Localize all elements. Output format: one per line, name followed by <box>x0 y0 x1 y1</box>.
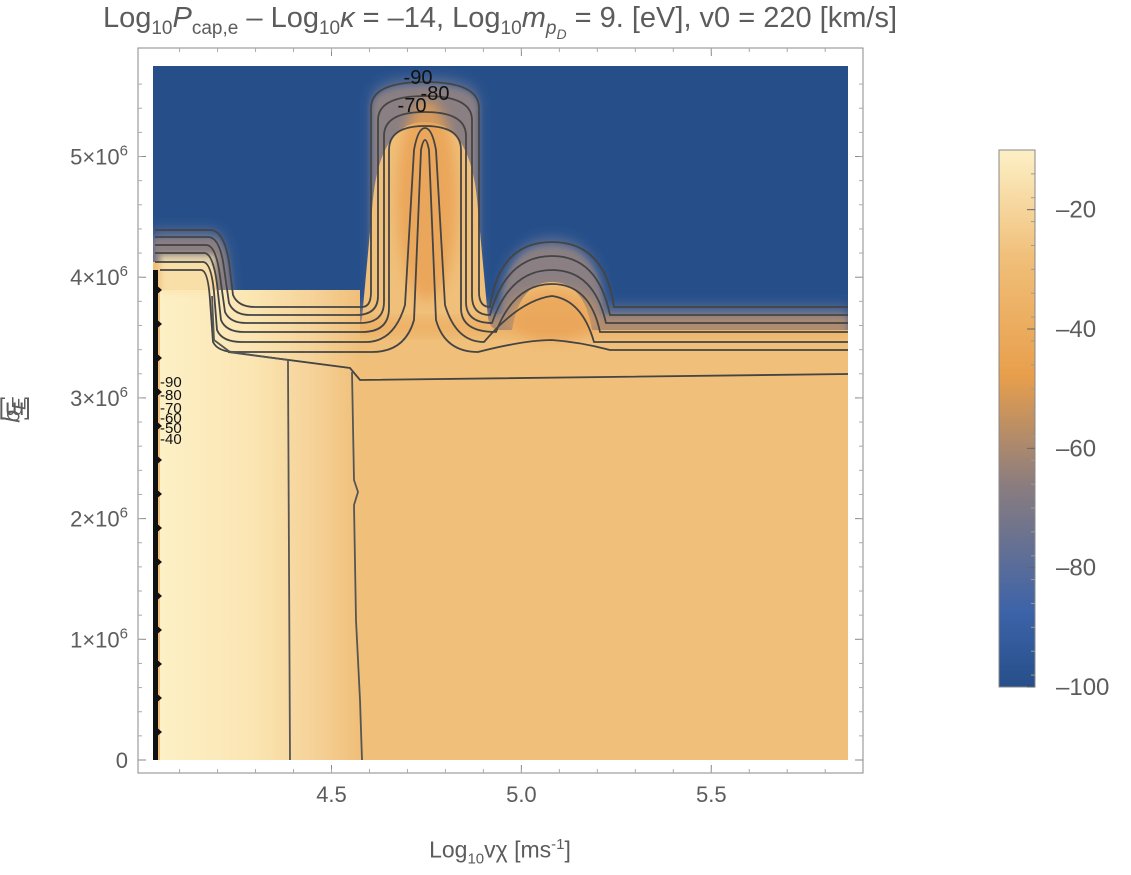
x-tick-label: 5.5 <box>696 782 727 807</box>
y-tick-label: 3×106 <box>70 384 128 411</box>
edge-diamond <box>155 590 162 602</box>
bright-band <box>160 290 360 760</box>
colorbar-tick-label: –80 <box>1056 555 1096 582</box>
contour-line <box>160 139 848 353</box>
edge-diamond <box>155 692 162 704</box>
contour-label: -90 <box>404 67 433 89</box>
chart-title: Log10Pcap,e – Log10κ = –14, Log10mpD = 9… <box>102 2 898 42</box>
colorbar-frame <box>998 149 1036 688</box>
contour-line <box>155 111 848 324</box>
edge-diamond <box>155 420 162 432</box>
contour-line <box>227 351 848 381</box>
edge-diamond <box>155 352 162 364</box>
contour-label: -50 <box>160 420 182 437</box>
left-edge-band <box>153 270 158 760</box>
x-tick-label: 5.0 <box>506 782 537 807</box>
vertical-contour <box>351 371 363 760</box>
colorbar-tick-label: –100 <box>1056 674 1109 701</box>
contour-line <box>211 295 289 365</box>
edge-diamond <box>155 386 162 398</box>
y-tick-label: 5×106 <box>70 143 128 170</box>
contour-label: -70 <box>398 95 427 117</box>
edge-diamond <box>155 488 162 500</box>
contour-label: -60 <box>160 410 182 427</box>
y-tick-label: 2×106 <box>70 505 128 532</box>
colorbar <box>999 150 1035 687</box>
plot-frame <box>137 47 864 774</box>
colorbar-tick-label: –20 <box>1056 197 1096 224</box>
contour-label: -80 <box>160 387 182 404</box>
contour-line <box>155 125 848 333</box>
y-tick-label: 0 <box>116 748 128 773</box>
edge-diamond <box>155 318 162 330</box>
contour-label: -70 <box>160 400 182 417</box>
x-tick-label: 4.5 <box>316 782 347 807</box>
y-tick-label: 4×106 <box>70 263 128 290</box>
edge-diamond <box>155 726 162 738</box>
contour-line <box>155 127 848 343</box>
contour-label: -40 <box>160 431 182 448</box>
contour-line <box>155 95 848 316</box>
vertical-contour <box>287 364 291 760</box>
y-tick-label: 1×106 <box>70 625 128 652</box>
edge-diamond <box>155 454 162 466</box>
colorbar-tick-label: –60 <box>1056 435 1096 462</box>
edge-diamond <box>155 522 162 534</box>
contour-label: -80 <box>421 83 450 105</box>
contour-label: -90 <box>160 374 182 391</box>
colorbar-tick-label: –40 <box>1056 316 1096 343</box>
edge-diamond <box>155 624 162 636</box>
contour-line <box>155 81 848 308</box>
x-axis-label: Log10vχ [ms-1] <box>429 836 571 868</box>
edge-diamond <box>155 658 162 670</box>
edge-diamond <box>155 284 162 296</box>
edge-diamond <box>155 556 162 568</box>
